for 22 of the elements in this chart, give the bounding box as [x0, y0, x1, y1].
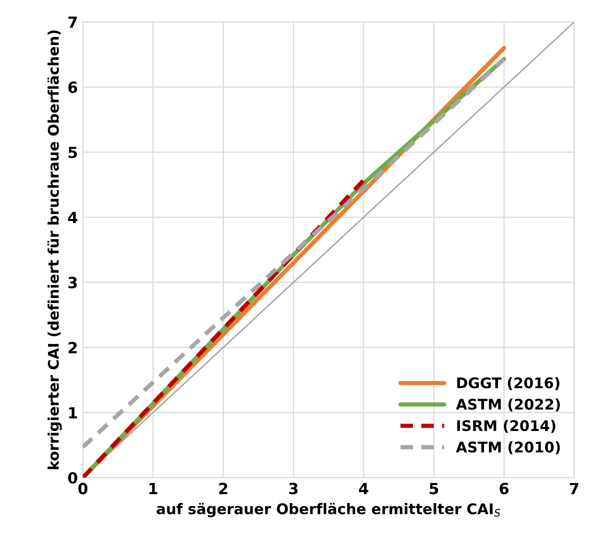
x-axis-title: auf sägerauer Oberfläche ermittelter CAI$_{S}$ [156, 502, 500, 518]
x-tick-label: 6 [500, 482, 509, 494]
y-tick-label: 3 [68, 276, 77, 288]
x-tick-label: 4 [359, 482, 368, 494]
y-tick-label: 1 [69, 407, 77, 418]
x-tick-label: 2 [219, 482, 228, 494]
legend-label: ISRM (2014) [457, 420, 556, 433]
x-tick-label: 5 [430, 482, 438, 494]
y-tick-label: 5 [68, 146, 77, 158]
y-tick-label: 4 [68, 212, 78, 224]
y-tick-label: 7 [68, 16, 77, 28]
y-axis-title: korrigierter CAI (definiert für bruchraue Oberflächen) [47, 30, 62, 470]
y-tick-label: 2 [68, 342, 77, 354]
legend-label: ASTM (2010) [456, 441, 560, 454]
x-tick-label: 3 [289, 482, 298, 494]
legend-label: ASTM (2022) [456, 398, 560, 412]
y-tick-label: 6 [68, 82, 78, 94]
y-tick-label: 0 [68, 472, 78, 484]
x-tick-label: 0 [78, 482, 88, 494]
x-tick-label: 1 [149, 482, 158, 494]
legend-label: DGGT (2016) [457, 377, 560, 390]
x-tick-label: 7 [570, 482, 578, 494]
